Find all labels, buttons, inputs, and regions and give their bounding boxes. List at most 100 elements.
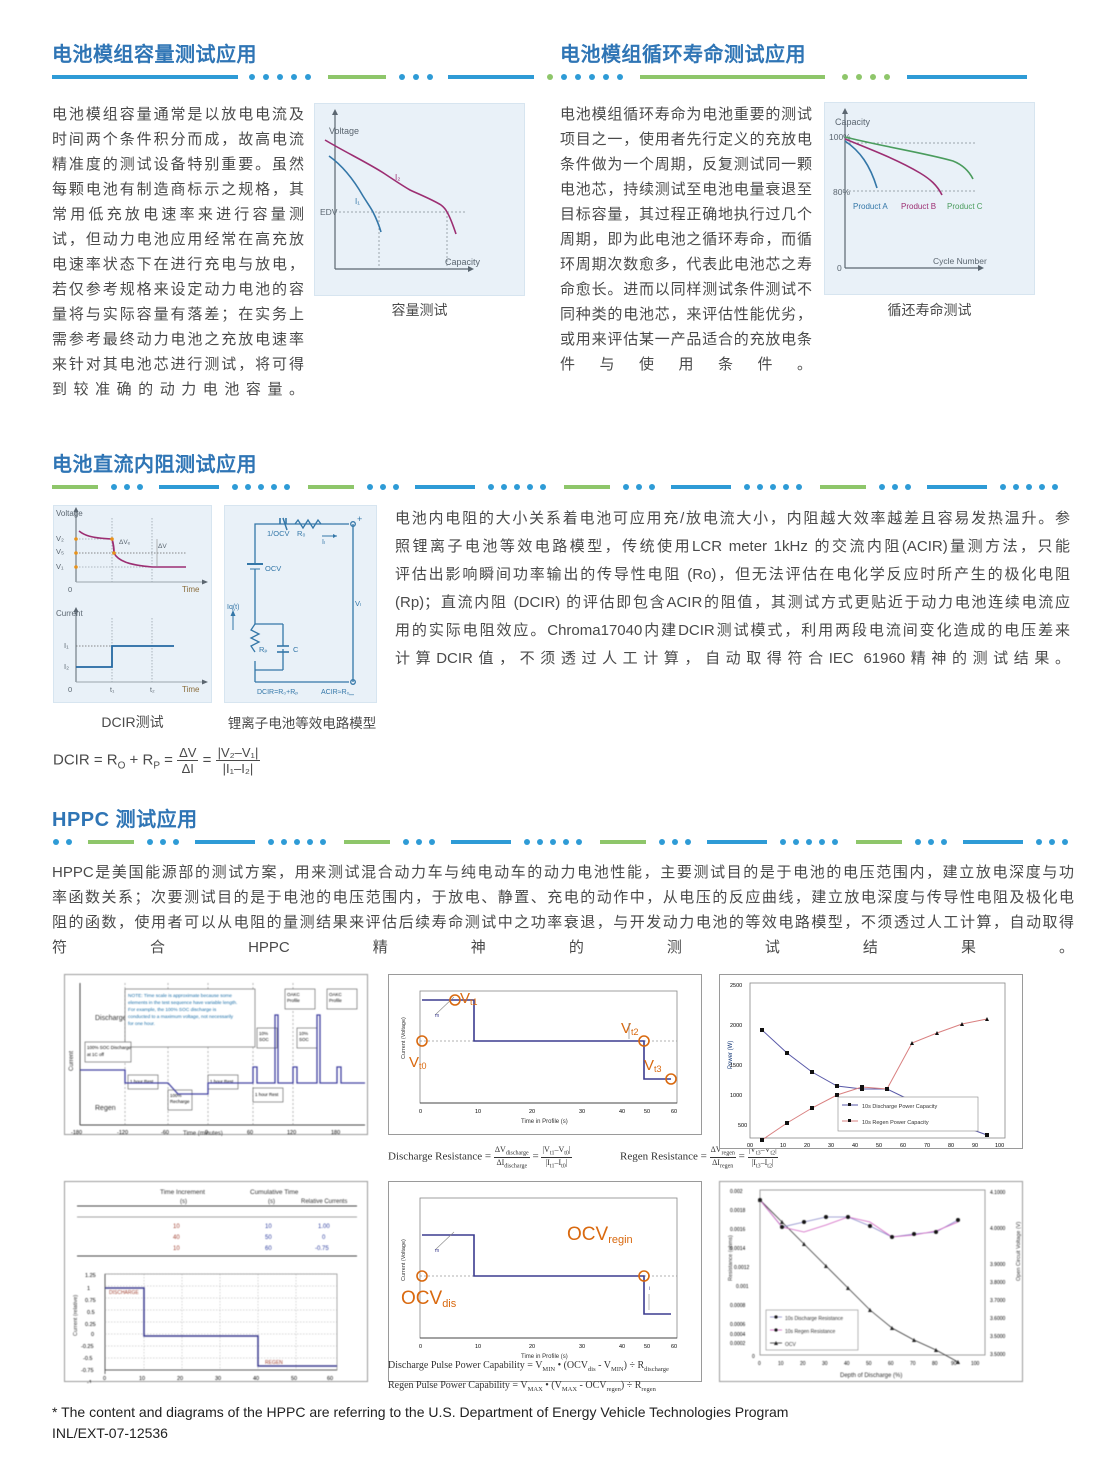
svg-text:Vt3: Vt3	[644, 1057, 662, 1074]
svg-text:50: 50	[644, 1344, 650, 1350]
svg-text:0: 0	[205, 1130, 208, 1136]
svg-text:2000: 2000	[730, 1023, 742, 1029]
svg-text:-120: -120	[117, 1130, 128, 1136]
svg-text:Time: Time	[182, 585, 200, 594]
svg-text:Product B: Product B	[901, 202, 936, 211]
svg-text:3.5000: 3.5000	[990, 1352, 1006, 1358]
svg-text:Current (Voltage): Current (Voltage)	[401, 1239, 407, 1281]
svg-text:Open Circuit Voltage (V): Open Circuit Voltage (V)	[1016, 1222, 1022, 1281]
svg-text:50: 50	[866, 1361, 872, 1367]
svg-text:10: 10	[475, 1109, 481, 1115]
svg-text:0: 0	[103, 1376, 106, 1382]
svg-text:DCIR=R₀+Rₚ: DCIR=R₀+Rₚ	[257, 689, 298, 696]
svg-text:0.001: 0.001	[736, 1284, 749, 1290]
svg-text:0.0004: 0.0004	[730, 1332, 746, 1338]
svg-text:elements in the test sequence: elements in the test sequence have varia…	[128, 1000, 237, 1006]
svg-text:Product A: Product A	[853, 202, 888, 211]
svg-text:0.0016: 0.0016	[730, 1227, 746, 1233]
svg-text:OAKC: OAKC	[287, 992, 301, 997]
svg-text:40: 40	[844, 1361, 850, 1367]
svg-text:0: 0	[758, 1361, 761, 1367]
svg-text:V₂: V₂	[56, 534, 64, 543]
svg-text:50: 50	[644, 1109, 650, 1115]
svg-text:Vt0: Vt0	[409, 1054, 427, 1071]
svg-text:0.0012: 0.0012	[734, 1265, 750, 1271]
svg-text:0: 0	[419, 1344, 422, 1350]
svg-text:0: 0	[91, 1332, 94, 1338]
svg-text:90: 90	[972, 1143, 978, 1149]
svg-text:1.00: 1.00	[318, 1224, 330, 1230]
svg-text:+: +	[357, 514, 362, 524]
svg-text:1.25: 1.25	[85, 1273, 96, 1279]
svg-text:Product C: Product C	[947, 202, 983, 211]
svg-text:40: 40	[173, 1235, 180, 1241]
svg-text:0: 0	[752, 1354, 755, 1360]
svg-text:4.0000: 4.0000	[990, 1226, 1006, 1232]
svg-text:30: 30	[828, 1143, 834, 1149]
svg-text:Voltage: Voltage	[329, 126, 359, 136]
svg-text:for one hour.: for one hour.	[128, 1021, 155, 1027]
svg-text:0.5: 0.5	[87, 1310, 95, 1316]
svg-text:0: 0	[750, 1143, 753, 1149]
svg-text:Depth of Discharge (%): Depth of Discharge (%)	[840, 1373, 902, 1379]
svg-text:(s): (s)	[268, 1199, 275, 1205]
svg-text:Current (relative): Current (relative)	[73, 1295, 79, 1336]
svg-text:20: 20	[800, 1361, 806, 1367]
svg-text:Time in Profile (s): Time in Profile (s)	[521, 1119, 568, 1125]
svg-text:m: m	[435, 1248, 439, 1254]
svg-text:90: 90	[951, 1361, 957, 1367]
svg-text:Voltage: Voltage	[56, 509, 83, 518]
svg-text:(s): (s)	[180, 1199, 187, 1205]
svg-text:ΔVₑ: ΔVₑ	[119, 539, 131, 546]
svg-text:60: 60	[247, 1130, 253, 1136]
svg-text:0: 0	[419, 1109, 422, 1115]
svg-text:V₅: V₅	[56, 547, 64, 556]
svg-text:SOC: SOC	[299, 1037, 310, 1042]
svg-text:2500: 2500	[730, 983, 742, 989]
svg-text:10%: 10%	[259, 1031, 268, 1036]
svg-text:30: 30	[215, 1376, 221, 1382]
svg-text:Time: Time	[182, 685, 200, 694]
svg-text:3.5000: 3.5000	[990, 1334, 1006, 1340]
svg-text:0.0018: 0.0018	[730, 1208, 746, 1214]
svg-text:0.0006: 0.0006	[730, 1322, 746, 1328]
svg-text:60: 60	[327, 1376, 333, 1382]
svg-text:30: 30	[579, 1109, 585, 1115]
svg-text:-0.5: -0.5	[83, 1356, 92, 1362]
svg-text:10: 10	[173, 1246, 180, 1252]
svg-text:0: 0	[322, 1235, 326, 1241]
svg-text:0.0002: 0.0002	[730, 1341, 746, 1347]
svg-text:OAKC: OAKC	[329, 992, 343, 997]
svg-text:40: 40	[852, 1143, 858, 1149]
svg-text:1: 1	[87, 1286, 90, 1292]
svg-text:40: 40	[619, 1109, 625, 1115]
svg-text:1500: 1500	[730, 1063, 742, 1069]
svg-text:10s Discharge Power Capacity: 10s Discharge Power Capacity	[862, 1104, 937, 1110]
svg-text:DISCHARGE: DISCHARGE	[109, 1290, 139, 1296]
svg-text:Regen: Regen	[95, 1105, 116, 1112]
svg-text:0: 0	[837, 263, 842, 273]
svg-text:10: 10	[778, 1361, 784, 1367]
svg-text:Profile: Profile	[329, 998, 342, 1003]
svg-text:SOC: SOC	[259, 1037, 270, 1042]
svg-text:100: 100	[971, 1361, 980, 1367]
svg-text:0.002: 0.002	[730, 1189, 743, 1195]
svg-text:60: 60	[671, 1344, 677, 1350]
svg-text:t₂: t₂	[150, 687, 155, 694]
svg-text:60: 60	[888, 1361, 894, 1367]
svg-text:0: 0	[68, 585, 72, 594]
svg-text:Current: Current	[56, 609, 83, 618]
svg-text:10: 10	[265, 1224, 272, 1230]
svg-text:Current (Voltage): Current (Voltage)	[401, 1017, 407, 1059]
svg-text:i: i	[649, 1286, 650, 1292]
svg-text:Discharge: Discharge	[95, 1015, 127, 1022]
svg-text:Capacity: Capacity	[445, 257, 481, 267]
svg-text:180: 180	[331, 1130, 340, 1136]
svg-text:-180: -180	[71, 1130, 82, 1136]
svg-text:C: C	[293, 645, 299, 654]
svg-text:R₀: R₀	[297, 529, 306, 538]
svg-text:m: m	[435, 1013, 439, 1019]
svg-text:70: 70	[924, 1143, 930, 1149]
svg-text:Cumulative Time: Cumulative Time	[250, 1189, 299, 1196]
svg-text:0.25: 0.25	[85, 1322, 96, 1328]
